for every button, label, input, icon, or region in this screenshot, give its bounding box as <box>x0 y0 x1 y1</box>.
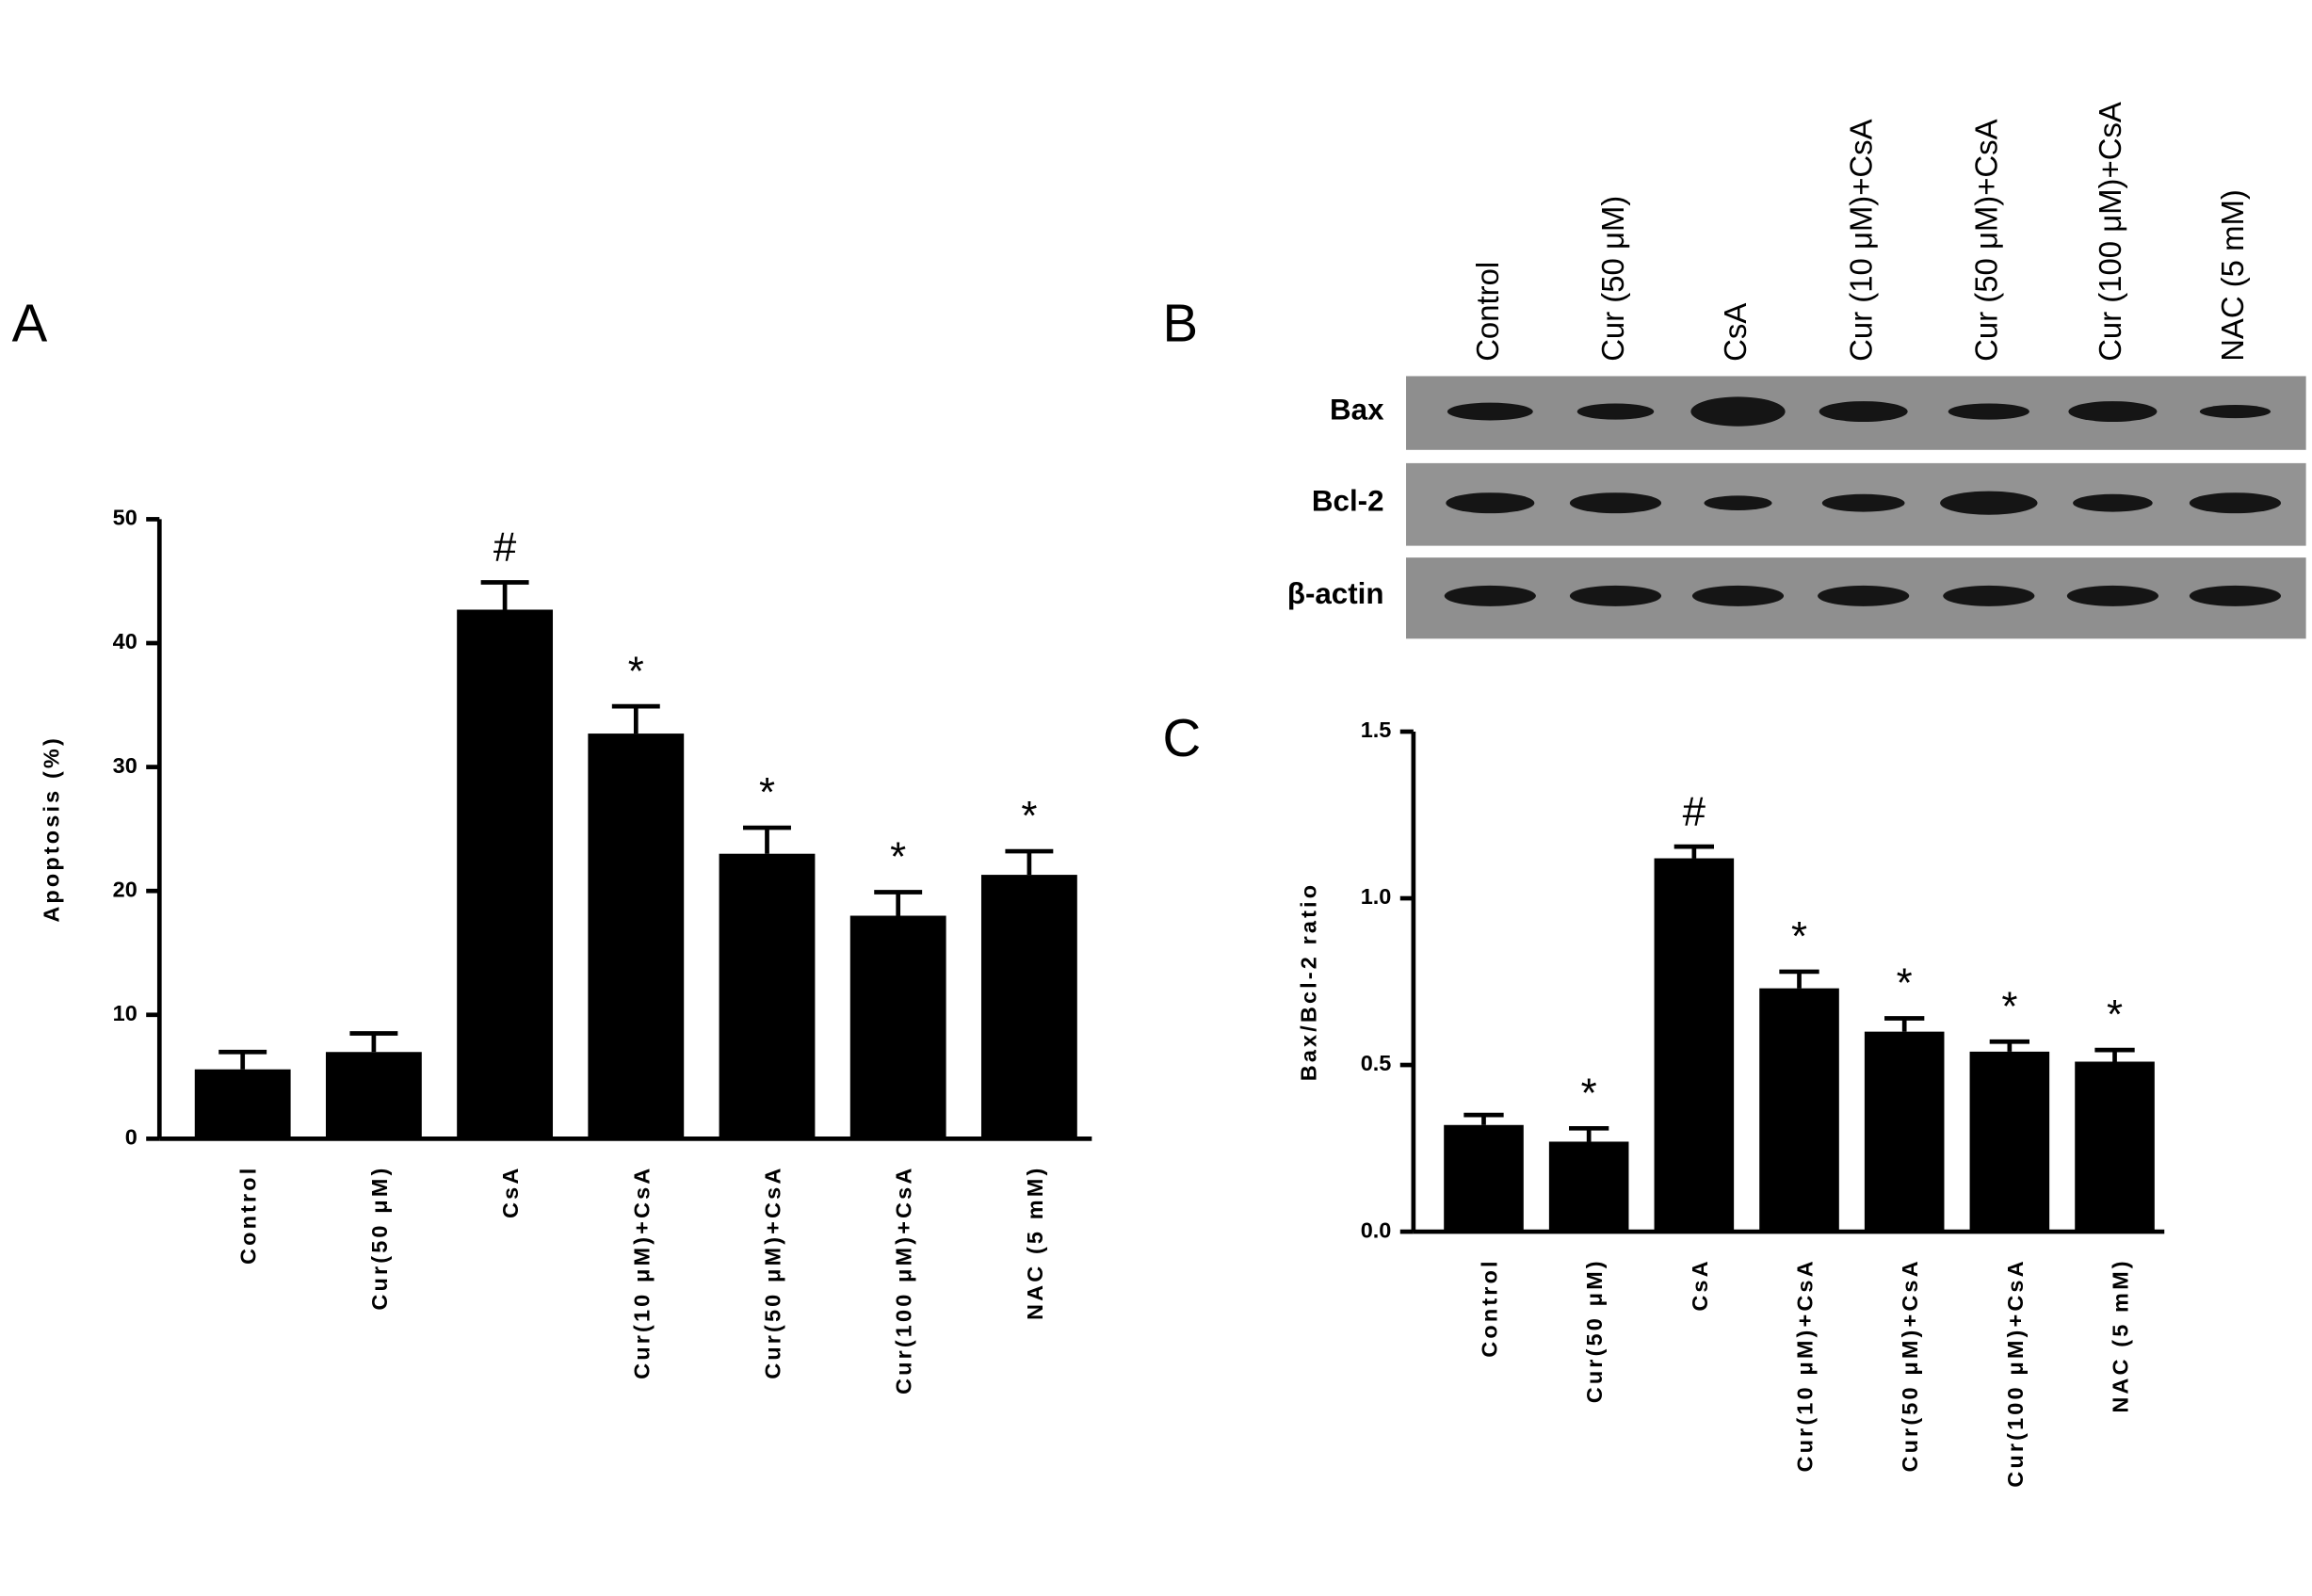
x-tick-label: Cur(50 μM) <box>367 1166 392 1311</box>
bar <box>1654 858 1735 1233</box>
bar <box>980 875 1077 1139</box>
lane-label: Control <box>1470 262 1505 362</box>
significance-mark: * <box>890 834 906 880</box>
blot-band <box>1940 491 2038 515</box>
lane-label: Cur (50 μM)+CsA <box>1969 119 2004 361</box>
bar <box>2075 1061 2155 1233</box>
panel-label: C <box>1163 708 1202 767</box>
significance-mark: * <box>628 648 644 694</box>
bar <box>1759 988 1839 1233</box>
lane-label: Cur (10 μM)+CsA <box>1843 119 1878 361</box>
x-tick-label: Cur(50 μM)+CsA <box>1898 1258 1922 1472</box>
x-tick-label: Cur(100 μM)+CsA <box>2003 1258 2028 1487</box>
y-tick-label: 1.5 <box>1361 717 1392 742</box>
blot-band <box>1819 401 1908 423</box>
blot-band <box>2189 492 2281 514</box>
y-tick-label: 50 <box>113 506 137 530</box>
y-axis-label: Bax/Bcl-2 ratio <box>1296 882 1320 1081</box>
blot-band <box>1447 402 1533 421</box>
y-tick-label: 40 <box>113 629 137 653</box>
significance-mark: * <box>759 769 775 815</box>
x-tick-label: Cur(50 μM)+CsA <box>761 1166 785 1379</box>
blot-band <box>1821 493 1905 512</box>
y-axis-label: Apoptosis (%) <box>40 735 64 923</box>
y-tick-label: 0.5 <box>1361 1051 1392 1075</box>
row-label: Bax <box>1330 393 1384 426</box>
blot-band <box>1690 396 1786 427</box>
blot-band <box>2199 405 2272 419</box>
blot-band <box>1704 495 1772 511</box>
blot-band <box>1576 403 1655 420</box>
row-label: Bcl-2 <box>1312 484 1384 517</box>
bar <box>588 734 685 1139</box>
panel-label: A <box>12 294 48 353</box>
blot-band <box>1569 492 1662 514</box>
lane-label: Cur (100 μM)+CsA <box>2093 102 2127 362</box>
bar <box>325 1052 422 1139</box>
blot-band <box>1818 585 1910 606</box>
bar <box>1969 1051 2050 1233</box>
y-tick-label: 1.0 <box>1361 884 1392 909</box>
lane-label: NAC (5 mM) <box>2215 189 2250 362</box>
x-tick-label: Cur(10 μM)+CsA <box>629 1166 654 1379</box>
y-tick-label: 10 <box>113 1001 137 1025</box>
x-tick-label: CsA <box>498 1166 523 1218</box>
y-tick-label: 0 <box>125 1125 137 1150</box>
y-tick-label: 0.0 <box>1361 1217 1392 1242</box>
significance-mark: * <box>2001 983 2017 1029</box>
x-tick-label: Control <box>236 1166 261 1265</box>
blot-band <box>1446 492 1535 514</box>
lane-label: CsA <box>1718 303 1753 362</box>
blot-band <box>1691 585 1785 606</box>
x-tick-label: CsA <box>1688 1258 1712 1311</box>
bar <box>1548 1141 1629 1233</box>
significance-mark: * <box>1021 793 1037 839</box>
panel-label: B <box>1163 294 1199 353</box>
blot-band <box>1569 585 1662 606</box>
blot-band <box>2073 493 2153 512</box>
bar <box>194 1069 291 1139</box>
bar <box>1444 1124 1524 1233</box>
significance-mark: * <box>2107 991 2123 1038</box>
blot-band <box>1444 585 1536 606</box>
lane-label: Cur (50 μM) <box>1595 196 1630 362</box>
x-tick-label: Cur(100 μM)+CsA <box>892 1166 916 1394</box>
blot-band <box>2189 585 2281 606</box>
blot-band <box>2068 401 2158 423</box>
blot-band <box>1948 403 2029 420</box>
bar <box>457 609 554 1139</box>
significance-mark: * <box>1897 960 1913 1007</box>
x-tick-label: Cur(50 μM) <box>1582 1258 1607 1403</box>
blot-band <box>1943 585 2035 606</box>
y-tick-label: 20 <box>113 877 137 901</box>
significance-mark: # <box>493 524 517 571</box>
bar <box>719 853 816 1139</box>
x-tick-label: NAC (5 mM) <box>1023 1166 1047 1320</box>
row-label: β-actin <box>1287 577 1384 610</box>
y-tick-label: 30 <box>113 753 137 778</box>
x-tick-label: NAC (5 mM) <box>2109 1258 2133 1412</box>
significance-mark: * <box>1791 913 1807 959</box>
x-tick-label: Cur(10 μM)+CsA <box>1793 1258 1818 1472</box>
significance-mark: # <box>1683 788 1706 834</box>
bar <box>1864 1031 1945 1233</box>
significance-mark: * <box>1581 1070 1597 1116</box>
blot-band <box>2066 585 2158 606</box>
x-tick-label: Control <box>1478 1258 1502 1357</box>
bar <box>849 915 946 1139</box>
